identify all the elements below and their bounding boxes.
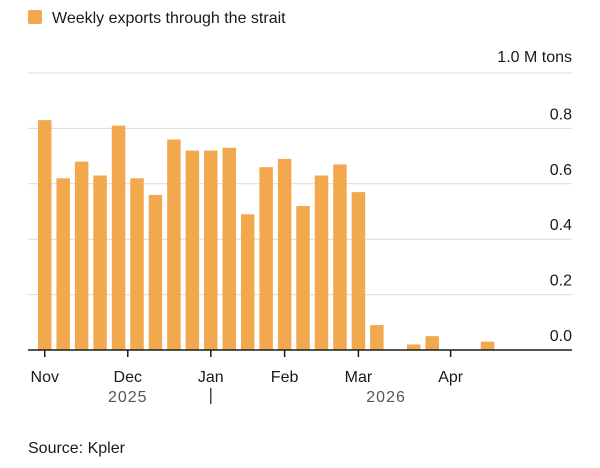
bar	[167, 139, 181, 350]
y-tick-label: 0.8	[550, 106, 572, 123]
bar	[204, 150, 218, 350]
y-tick-label: 0.4	[550, 217, 572, 234]
legend-label: Weekly exports through the strait	[52, 10, 286, 27]
bar	[259, 167, 273, 350]
bar	[314, 175, 329, 350]
x-ticks: Nov Dec Jan Feb Mar Apr	[31, 350, 464, 386]
year-label: 2026	[366, 389, 406, 406]
source-note: Source: Kpler	[28, 440, 126, 457]
y-tick-label: 0.6	[550, 162, 572, 179]
x-tick-label: Dec	[114, 369, 142, 386]
bar	[425, 336, 439, 350]
x-tick-label: Apr	[438, 369, 464, 386]
bar	[56, 178, 70, 350]
x-tick-label: Mar	[345, 369, 373, 386]
bar	[480, 341, 495, 350]
y-tick-label: 0.0	[550, 328, 572, 345]
bar	[93, 175, 107, 350]
bar	[351, 192, 366, 350]
year-label: 2025	[108, 389, 148, 406]
bar	[148, 194, 163, 350]
bar	[333, 164, 347, 350]
legend-swatch	[28, 10, 42, 24]
y-unit-label: 1.0 M tons	[497, 49, 572, 66]
bars	[38, 120, 495, 350]
bar	[38, 120, 52, 350]
bar	[111, 125, 126, 350]
bar	[296, 205, 310, 350]
y-tick-labels: 0.0 0.2 0.4 0.6 0.8	[550, 106, 572, 345]
y-tick-label: 0.2	[550, 273, 572, 290]
bar	[407, 344, 421, 350]
bar	[185, 150, 200, 350]
bar	[277, 158, 292, 350]
legend: Weekly exports through the strait	[28, 10, 286, 27]
x-tick-label: Nov	[31, 369, 59, 386]
bar	[130, 178, 144, 350]
year-labels: 2025 2026	[108, 388, 406, 406]
x-tick-label: Jan	[198, 369, 224, 386]
bar	[240, 214, 255, 350]
bar	[370, 325, 384, 350]
bar	[222, 147, 236, 350]
bar	[74, 161, 89, 350]
x-tick-label: Feb	[271, 369, 299, 386]
